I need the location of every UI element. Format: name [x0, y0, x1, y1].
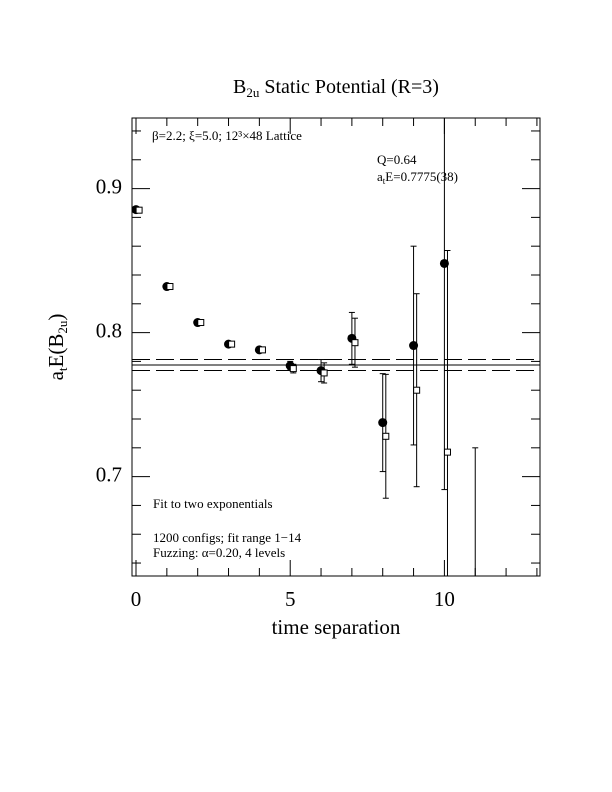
y-label-a: a — [44, 370, 68, 380]
point — [289, 365, 297, 373]
point — [166, 283, 174, 291]
y-tick-label: 0.8 — [96, 318, 122, 342]
annotation-a: a — [377, 169, 383, 184]
point — [258, 346, 266, 354]
annotation-t: t — [383, 176, 386, 186]
point — [135, 206, 143, 214]
title-main: B — [233, 76, 246, 98]
x-tick-label: 10 — [434, 587, 455, 611]
point — [443, 448, 451, 456]
y-label-mid: E(B — [44, 334, 68, 368]
y-tick-label: 0.7 — [96, 462, 122, 486]
x-axis-label: time separation — [272, 615, 401, 639]
y-label-t: t — [55, 367, 70, 371]
point — [439, 258, 449, 268]
y-label-sub: 2u — [55, 320, 70, 334]
point — [409, 341, 419, 351]
chart-title: B2u Static Potential (R=3) — [233, 76, 439, 100]
annotation: β=2.2; ξ=5.0; 12³×48 Lattice — [152, 128, 302, 143]
x-tick-label: 5 — [285, 587, 296, 611]
point — [382, 432, 390, 440]
annotation-rest: E=0.7775(38) — [385, 169, 458, 184]
x-tick-label: 0 — [131, 587, 142, 611]
y-label-end: ) — [44, 314, 68, 321]
title-sub: 2u — [246, 85, 260, 100]
plot-frame — [131, 117, 541, 577]
y-axis-label: atE(B2u) — [44, 314, 70, 381]
point — [320, 369, 328, 377]
error-bar — [472, 447, 479, 576]
y-tick-label: 0.9 — [96, 174, 122, 198]
plot-area — [132, 118, 540, 624]
annotation: 1200 configs; fit range 1−14 — [153, 530, 302, 545]
annotation: atE=0.7775(38) — [377, 169, 458, 186]
title-rest: Static Potential (R=3) — [259, 76, 439, 98]
point — [351, 339, 359, 347]
point — [472, 618, 478, 624]
annotation: Fit to two exponentials — [153, 496, 273, 511]
point — [228, 340, 236, 348]
point — [378, 418, 388, 428]
annotation: Fuzzing: α=0.20, 4 levels — [153, 545, 285, 560]
point — [197, 319, 205, 327]
point — [413, 386, 421, 394]
annotation: Q=0.64 — [377, 152, 417, 167]
